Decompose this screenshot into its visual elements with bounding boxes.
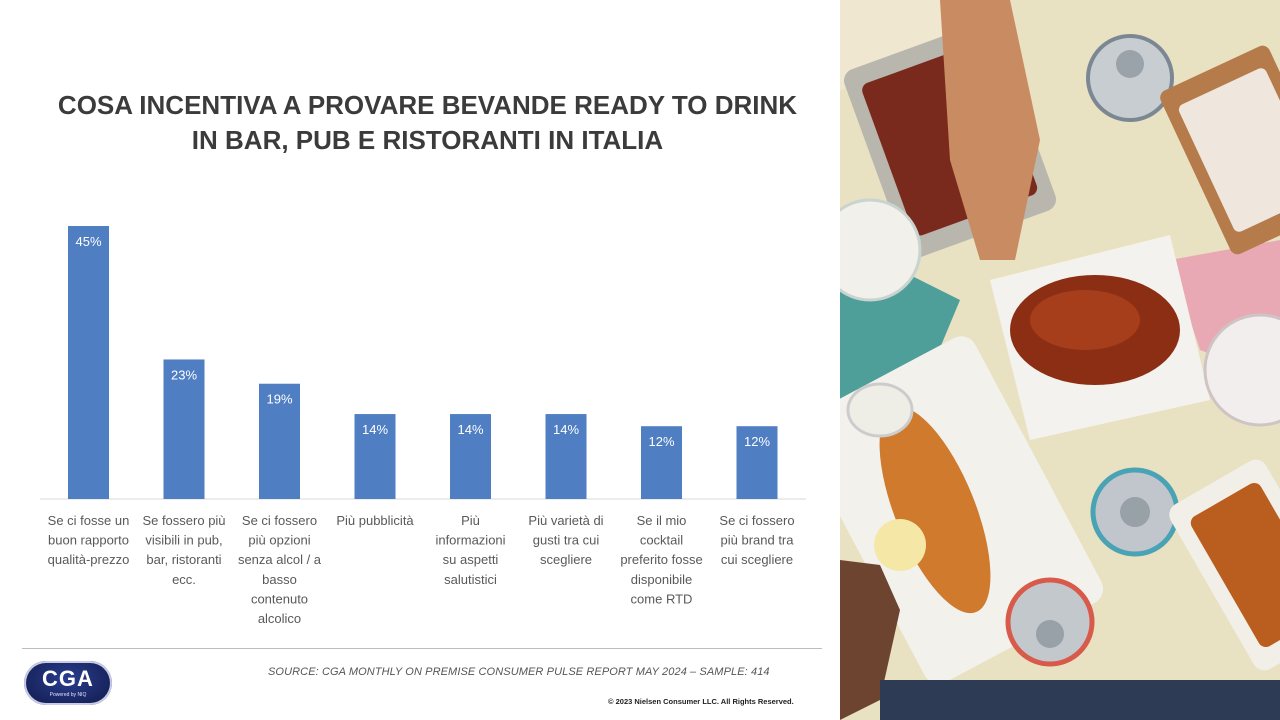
category-label-line: su aspetti (443, 552, 499, 567)
category-label-line: ecc. (172, 572, 196, 587)
bar (641, 426, 682, 499)
category-label-line: basso (262, 572, 297, 587)
category-label: Più informazioni su aspetti salutistici (435, 513, 505, 587)
hand (940, 0, 1040, 260)
bar (545, 414, 587, 499)
data-label: 12% (648, 434, 674, 449)
bar (68, 226, 109, 499)
data-label: 14% (362, 422, 388, 437)
category-label-line: Se fossero più (142, 513, 225, 528)
copyright-note: © 2023 Nielsen Consumer LLC. All Rights … (608, 697, 794, 706)
bar (450, 414, 491, 499)
category-label-line: più opzioni (248, 533, 310, 548)
chart-title-line2: IN BAR, PUB E RISTORANTI IN ITALIA (191, 125, 664, 155)
food-and-drinks-photo (840, 0, 1280, 720)
category-label: Se ci fosse un buon rapporto qualità-prezz… (48, 513, 130, 567)
category-label-line: Se ci fossero (242, 513, 317, 528)
bar (163, 359, 205, 499)
logo-name: CGA (42, 666, 94, 691)
category-label: Se ci fossero più brand tra cui scegliere (719, 513, 794, 567)
category-label-line: Più pubblicità (336, 513, 414, 528)
category-label-line: gusti tra cui (533, 533, 600, 548)
category-label-line: contenuto (251, 591, 308, 606)
category-label: Se ci fossero più opzioni senza alcol / a b… (238, 513, 322, 626)
category-label: Se il mio cocktail preferito fosse disponib… (620, 513, 702, 606)
category-label-line: Se il mio (637, 513, 687, 528)
category-label-line: salutistici (444, 572, 497, 587)
bar (259, 383, 300, 499)
data-label: 19% (266, 392, 292, 407)
source-note: SOURCE: CGA MONTHLY ON PREMISE CONSUMER … (268, 666, 770, 678)
data-label: 14% (457, 422, 483, 437)
chart-title-line1: COSA INCENTIVA A PROVARE BEVANDE READY T… (57, 90, 798, 120)
category-label: Più varietà di gusti tra cui scegliere (528, 513, 603, 567)
category-label-line: cui scegliere (721, 552, 793, 567)
category-label-line: Se ci fossero (719, 513, 794, 528)
category-label: Se fossero più visibili in pub, bar, risto… (142, 513, 225, 587)
category-label-line: buon rapporto (48, 533, 129, 548)
logo-tagline: Powered by NIQ (49, 692, 87, 698)
category-label-line: scegliere (540, 552, 592, 567)
cocktail-glass (840, 198, 922, 302)
category-label-line: visibili in pub, (145, 533, 222, 548)
category-label-line: disponibile (631, 572, 692, 587)
bar-chart: 45% Se ci fosse un buon rapporto qualità-pr… (40, 226, 806, 626)
data-label: 12% (744, 434, 770, 449)
category-label-line: qualità-prezzo (48, 552, 130, 567)
chart-title: COSA INCENTIVA A PROVARE BEVANDE READY T… (20, 88, 835, 158)
bar (354, 414, 396, 499)
slide-content: COSA INCENTIVA A PROVARE BEVANDE READY T… (20, 88, 835, 706)
data-label: 23% (171, 367, 197, 382)
data-label: 45% (75, 234, 101, 249)
category-label-line: preferito fosse (620, 552, 702, 567)
data-label: 14% (553, 422, 579, 437)
category-label: Più pubblicità (336, 513, 414, 528)
cga-logo: CGA Powered by NIQ (24, 661, 112, 705)
category-label-line: Più varietà di (528, 513, 603, 528)
category-label-line: Se ci fosse un (48, 513, 130, 528)
bar (736, 426, 778, 499)
category-label-line: Più (461, 513, 480, 528)
photo-illustration (840, 0, 1280, 720)
category-label-line: senza alcol / a (238, 552, 322, 567)
category-label-line: come RTD (631, 591, 693, 606)
category-label-line: cocktail (640, 533, 683, 548)
category-label-line: più brand tra (721, 533, 795, 548)
category-label-line: informazioni (435, 533, 505, 548)
footer-divider (22, 648, 822, 649)
category-label-line: alcolico (258, 611, 301, 626)
category-label-line: bar, ristoranti (146, 552, 221, 567)
